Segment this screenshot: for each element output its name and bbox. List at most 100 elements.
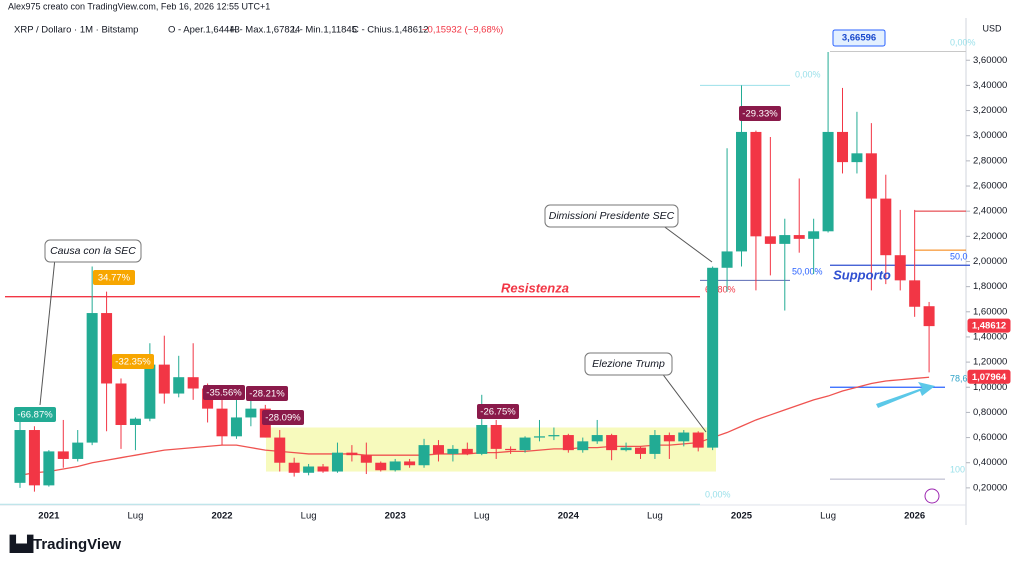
candle-body [101,313,113,384]
price-label-box [832,29,886,47]
footer: TradingView [33,536,121,553]
x-tick-label: 2026 [904,511,925,522]
candle-body [360,455,372,463]
y-tick-label: 3,00000 [973,130,1007,141]
x-tick-label: Lug [128,511,144,522]
callout-line [664,226,713,263]
fib-label: 61,80% [705,284,736,294]
y-tick-label: 2,60000 [973,181,1007,192]
candle-body [404,461,416,466]
footer-logo: ▙▟ [9,534,34,554]
candle-body [923,306,935,327]
candle-body [837,131,849,163]
candle-body [649,435,661,454]
candle-body [591,435,603,442]
change-label: 34.77% [98,273,131,284]
change-tag [203,385,245,400]
candle-body [880,198,892,256]
y-tick-label: 3,20000 [973,105,1007,116]
callout-line [662,374,707,433]
x-tick-label: Lug [301,511,317,522]
ohlc-value: L - Min.1,11845 [292,25,357,36]
callout-line [39,261,56,406]
candle-body [562,435,574,451]
candle-body [548,435,560,437]
candle-body [144,364,156,419]
candle-body [851,153,863,163]
candle-body [432,445,444,454]
candle-body [317,466,329,472]
change-label: -28.21% [249,389,285,400]
candle-body [303,466,315,473]
fib-label: 100 [950,464,965,474]
y-tick-label: 2,20000 [973,231,1007,242]
candle-body [230,417,242,437]
y-tick-label: 1,80000 [973,281,1007,292]
y-tick-label: 0,20000 [973,482,1007,493]
fib-label: 50,00% [792,266,823,276]
ohlc-value: H - Max.1,67824 [230,25,300,36]
candle-body [461,448,473,454]
y-tick-label: 1,40000 [973,331,1007,342]
candle-body [476,424,488,454]
change-label: -26.75% [480,407,516,418]
x-tick-label: 2023 [385,511,406,522]
candle-body [490,424,502,449]
y-tick-label: 1,60000 [973,306,1007,317]
candle-body [533,436,545,438]
change-tag [739,106,781,121]
change-label: -66.87% [17,410,53,421]
candle-body [14,430,26,483]
change-tag [112,354,154,369]
x-tick-label: Lug [647,511,663,522]
candle-body [28,430,40,486]
change-label: -35.56% [206,388,242,399]
price-label: 1,48612 [972,321,1006,332]
price-label-box [967,318,1011,333]
candle-body [288,462,300,473]
candle-body [634,447,646,454]
candle-body [187,377,199,389]
candle-body [793,235,805,239]
x-tick-label: 2024 [558,511,580,522]
arrow [876,382,935,408]
change-tag [14,407,56,422]
candle-body [43,451,55,486]
fib-label: 0,00% [950,37,976,47]
candle-body [115,383,127,425]
candle-body [173,377,185,394]
header: Alex975 creato con TradingView.com, Feb … [8,1,270,11]
candle-body [519,437,531,451]
ohlc-value: −0,15932 (−9,68%) [422,25,503,36]
change-label: -28.09% [265,413,301,424]
candle-body [129,418,141,425]
candle-body [346,452,358,456]
callout-box [584,352,673,376]
event-label: Elezione Trump [592,358,665,370]
resistance-label: Resistenza [501,280,569,295]
callout-box [544,204,679,228]
x-tick-label: 2022 [211,511,232,522]
moving-average [19,376,930,476]
alert-icon [924,488,940,504]
candle-body [577,441,589,451]
candle-body [721,251,733,268]
change-tag [93,270,135,285]
ohlc-value: C - Chius.1,48612 [352,25,429,36]
candle-body [418,445,430,466]
change-label: -32.35% [115,357,151,368]
y-tick-label: 1,20000 [973,357,1007,368]
candle-body [389,461,401,471]
candle-body [692,432,704,448]
candle-body [505,448,517,451]
x-tick-label: 2025 [731,511,753,522]
y-tick-label: 2,40000 [973,206,1007,217]
y-tick-label: 0,60000 [973,432,1007,443]
candle-body [822,131,834,232]
ohlc-value: O - Aper.1,64443 [168,25,240,36]
y-tick-label: 0,40000 [973,457,1007,468]
candle-body [158,364,170,394]
candle-body [894,255,906,281]
